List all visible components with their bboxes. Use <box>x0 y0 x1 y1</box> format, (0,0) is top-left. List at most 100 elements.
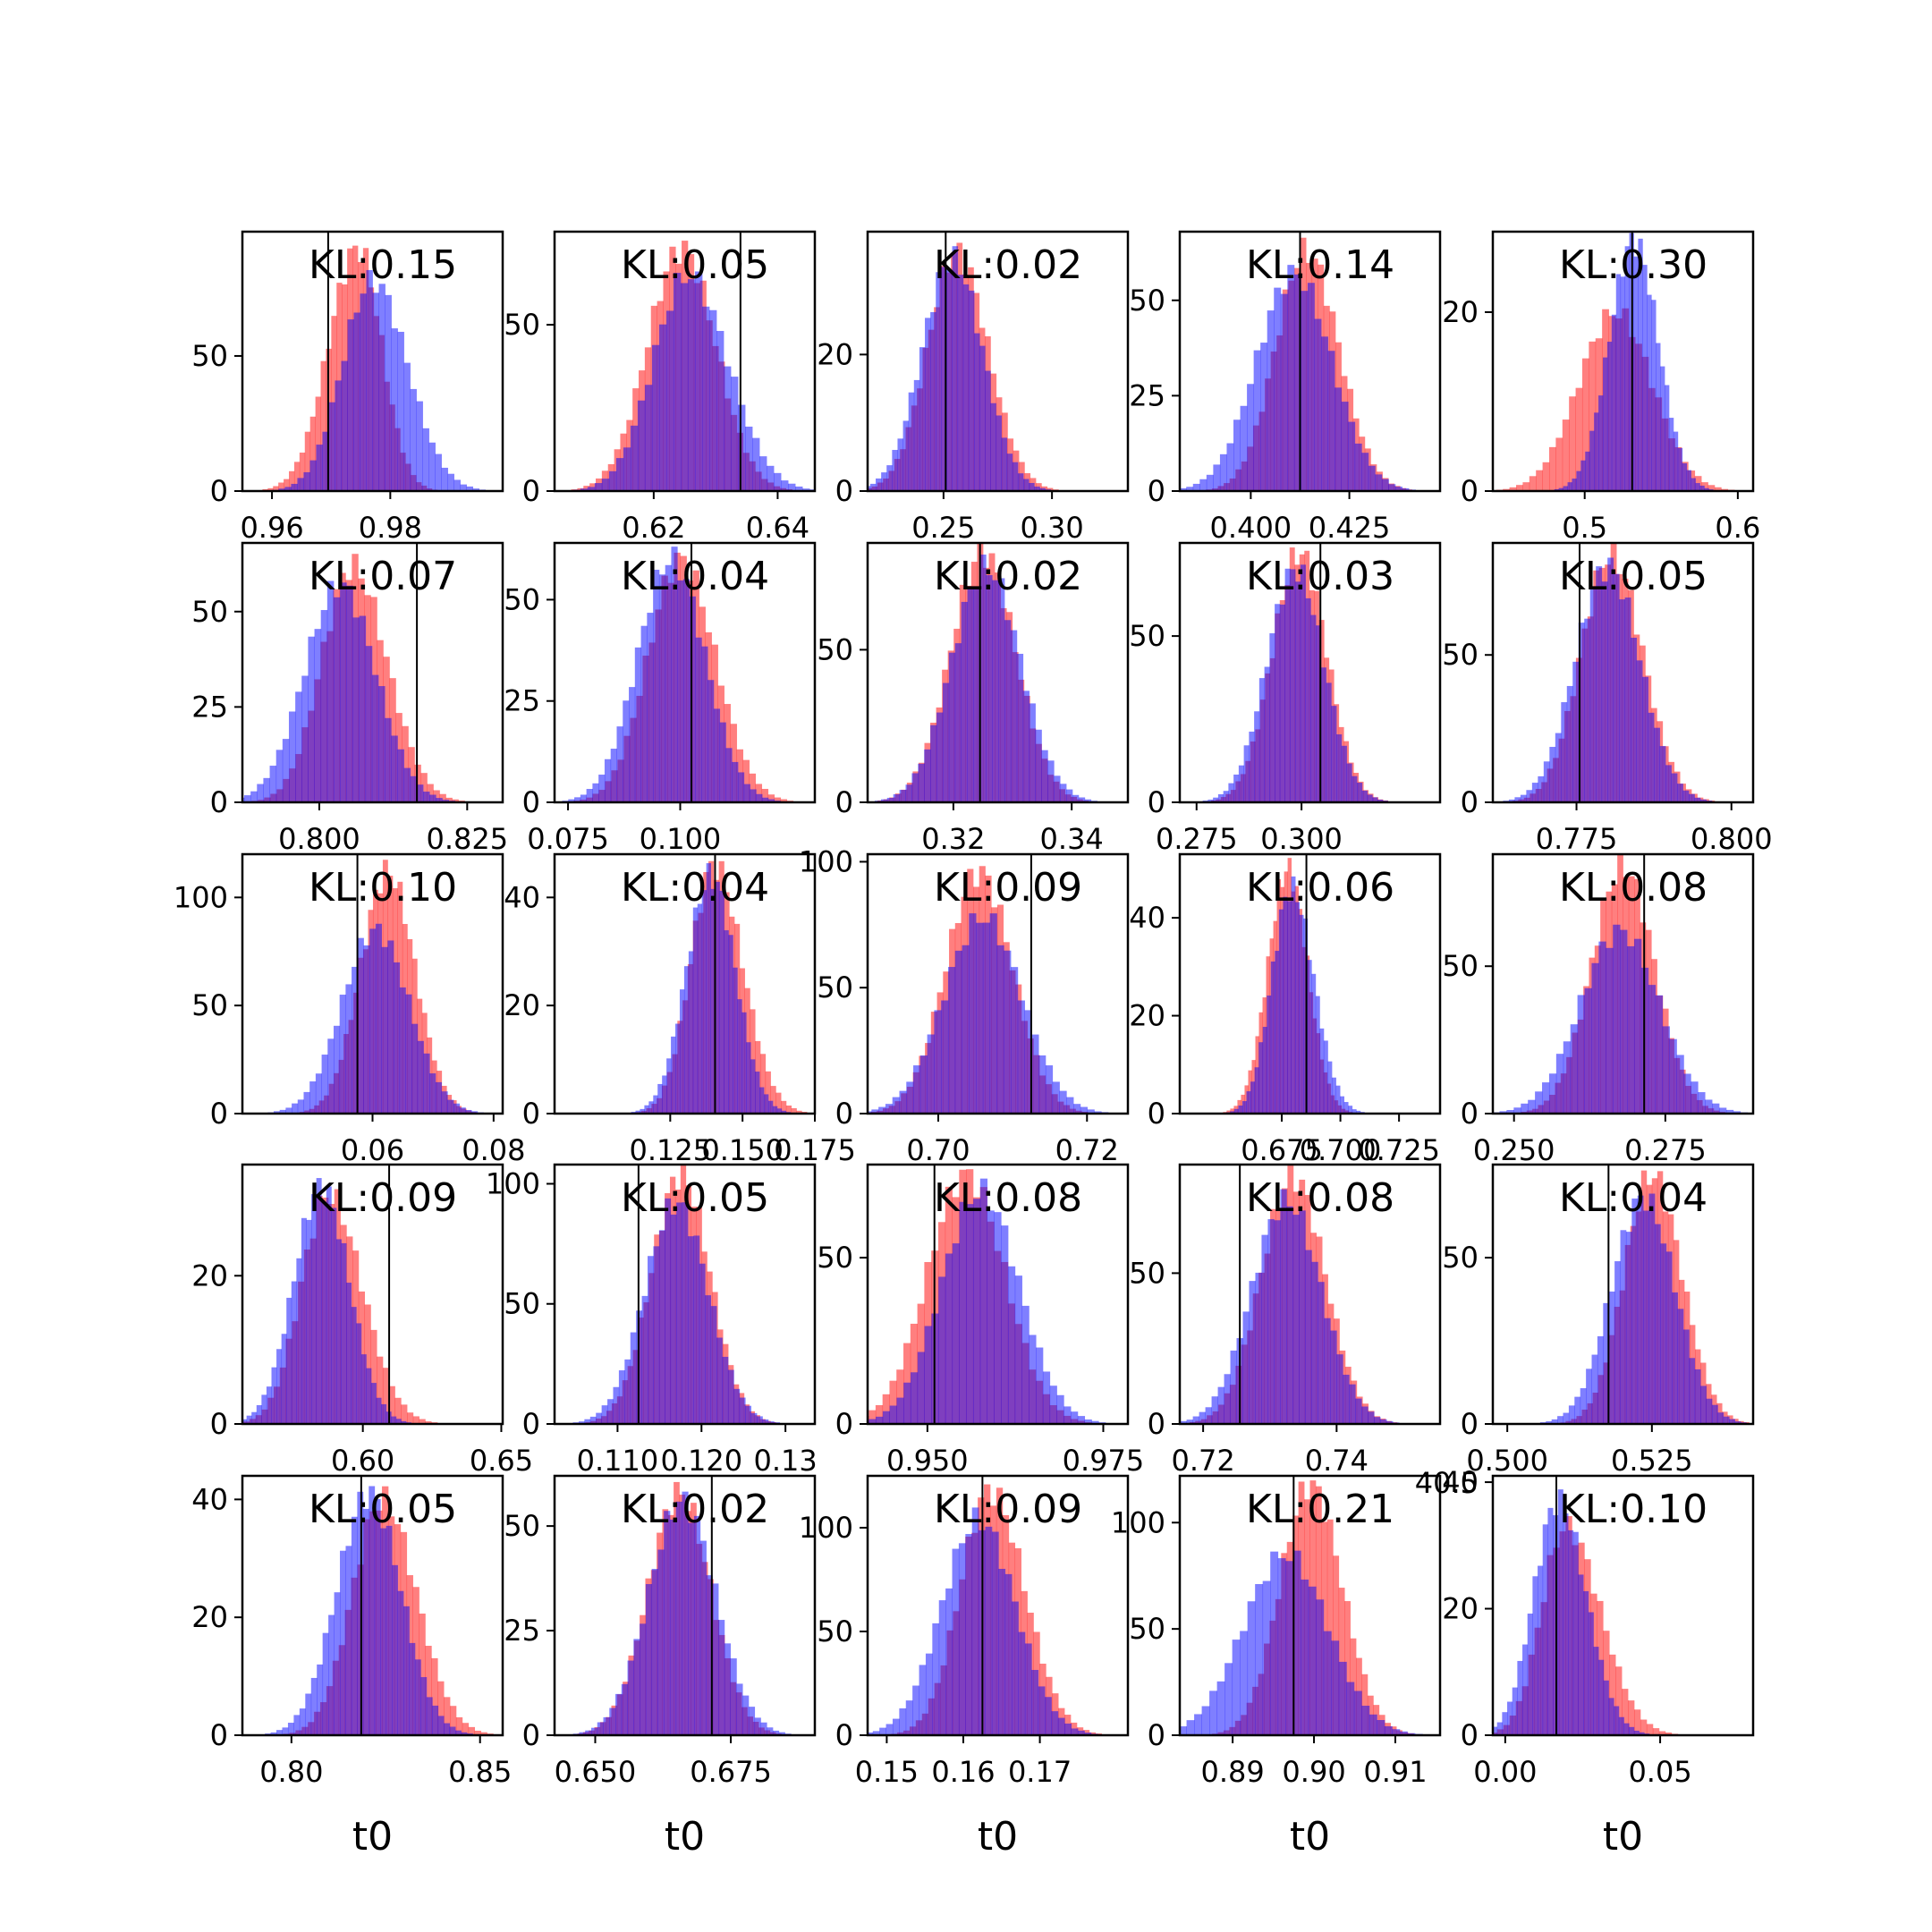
blue-histogram-bar <box>1192 483 1200 491</box>
y-tick-label: 0 <box>522 1718 540 1752</box>
blue-histogram-bar <box>1321 336 1328 491</box>
blue-histogram-bar <box>1346 1682 1355 1735</box>
blue-histogram-bar <box>1310 614 1317 802</box>
blue-histogram-bar <box>1219 453 1227 491</box>
blue-histogram-bar <box>778 1732 785 1735</box>
blue-histogram-bar <box>723 366 732 491</box>
blue-histogram-bar <box>959 1201 967 1424</box>
blue-histogram-bar <box>1045 1697 1052 1735</box>
blue-histogram-bar <box>1072 794 1080 802</box>
blue-histogram-bar <box>713 708 721 802</box>
blue-histogram-bar <box>1690 478 1696 491</box>
blue-histogram-bar <box>1585 451 1590 491</box>
blue-histogram-bar <box>607 1399 614 1424</box>
blue-histogram-bar <box>750 1059 756 1114</box>
red-histogram-bar <box>770 1086 776 1114</box>
blue-histogram-bar <box>1255 1272 1262 1424</box>
red-histogram-bar <box>767 794 775 802</box>
blue-histogram-bar <box>1280 1189 1287 1424</box>
x-tick-label: 0.90 <box>1282 1755 1345 1789</box>
blue-histogram-bar <box>979 1178 988 1424</box>
kl-annotation: KL:0.02 <box>621 1487 769 1532</box>
kl-annotation: KL:0.07 <box>309 554 457 599</box>
blue-histogram-bar <box>1704 487 1709 491</box>
blue-histogram-bar <box>320 610 328 802</box>
blue-histogram-bar <box>1543 761 1550 802</box>
y-tick-label: 50 <box>817 1614 853 1648</box>
blue-histogram-bar <box>1059 1090 1067 1114</box>
blue-histogram-bar <box>906 1081 914 1114</box>
blue-histogram-bar <box>630 1332 637 1424</box>
blue-histogram-bar <box>1547 1507 1554 1735</box>
blue-histogram-bar <box>1654 727 1660 802</box>
blue-histogram-bar <box>333 597 341 802</box>
blue-histogram-bar <box>872 1731 880 1735</box>
blue-histogram-bar <box>1205 1407 1212 1424</box>
blue-histogram-bar <box>892 450 898 491</box>
x-tick-label: 0.150 <box>701 1133 784 1167</box>
blue-histogram-bar <box>1642 676 1648 802</box>
blue-histogram-bar <box>671 1036 676 1114</box>
x-tick-label: 0.800 <box>278 822 360 856</box>
blue-histogram-bar <box>1717 1412 1724 1424</box>
blue-histogram-bar <box>1682 1329 1690 1424</box>
blue-histogram-bar <box>1506 1110 1514 1114</box>
red-histogram-bar <box>1652 1728 1660 1735</box>
kl-annotation: KL:0.10 <box>1559 1487 1707 1532</box>
blue-histogram-bar <box>917 1352 925 1424</box>
blue-histogram-bar <box>1563 486 1568 491</box>
x-axis-label: t0 <box>1603 1814 1643 1860</box>
blue-histogram-bar <box>584 1419 591 1424</box>
blue-histogram-bar <box>647 613 654 802</box>
blue-histogram-bar <box>1269 633 1275 802</box>
y-tick-label: 50 <box>191 988 228 1022</box>
blue-histogram-bar <box>1078 1730 1085 1735</box>
blue-histogram-bar <box>1270 1551 1279 1735</box>
blue-histogram-bar <box>902 420 910 491</box>
y-tick-label: 100 <box>799 844 853 878</box>
blue-histogram-bar <box>695 637 702 802</box>
blue-histogram-bar <box>665 564 672 802</box>
blue-histogram-bar <box>365 646 373 802</box>
blue-histogram-bar <box>1301 291 1309 491</box>
blue-histogram-bar <box>1526 790 1533 802</box>
histogram-panel: 0.80 0.85 0 20 40 KL:0.05 t0 <box>191 1474 512 1860</box>
axes-frame <box>241 1474 504 1737</box>
red-histogram-bar <box>761 788 769 802</box>
y-tick-label: 40 <box>504 880 540 914</box>
blue-histogram-bar <box>728 935 733 1114</box>
blue-histogram-bar <box>436 798 443 802</box>
axes-frame <box>866 230 1130 493</box>
histogram-bars <box>572 1165 781 1424</box>
axes-frame <box>1178 541 1442 804</box>
blue-histogram-bar <box>1286 1206 1293 1424</box>
blue-histogram-bar <box>941 267 947 491</box>
blue-histogram-bar <box>375 923 382 1114</box>
red-histogram-bar <box>749 773 757 802</box>
blue-histogram-bar <box>1598 395 1604 491</box>
blue-histogram-bar <box>1561 702 1568 802</box>
kl-annotation: KL:0.21 <box>1246 1487 1394 1532</box>
red-histogram-bar <box>869 1410 877 1424</box>
blue-histogram-bar <box>683 966 690 1114</box>
blue-histogram-bar <box>1022 691 1030 802</box>
x-tick-label: 0.125 <box>630 1133 712 1167</box>
x-axis-label: t0 <box>978 1814 1018 1860</box>
blue-histogram-bar <box>737 772 745 802</box>
blue-histogram-bar <box>303 471 310 491</box>
blue-histogram-bar <box>1180 1420 1188 1424</box>
blue-histogram-bar <box>1584 987 1592 1114</box>
blue-histogram-bar <box>989 913 997 1114</box>
x-tick-label: 0.34 <box>1040 822 1104 856</box>
blue-histogram-bar <box>985 370 991 491</box>
red-histogram-bar <box>1707 485 1716 491</box>
red-histogram-bar <box>315 396 321 491</box>
blue-histogram-bar <box>1336 1354 1343 1424</box>
blue-histogram-bar <box>1686 470 1691 491</box>
blue-histogram-bar <box>327 1038 335 1114</box>
blue-histogram-bar <box>1589 430 1595 491</box>
blue-histogram-bar <box>1335 387 1343 491</box>
blue-histogram-bar <box>1368 1411 1375 1424</box>
red-histogram-bar <box>1589 341 1597 491</box>
